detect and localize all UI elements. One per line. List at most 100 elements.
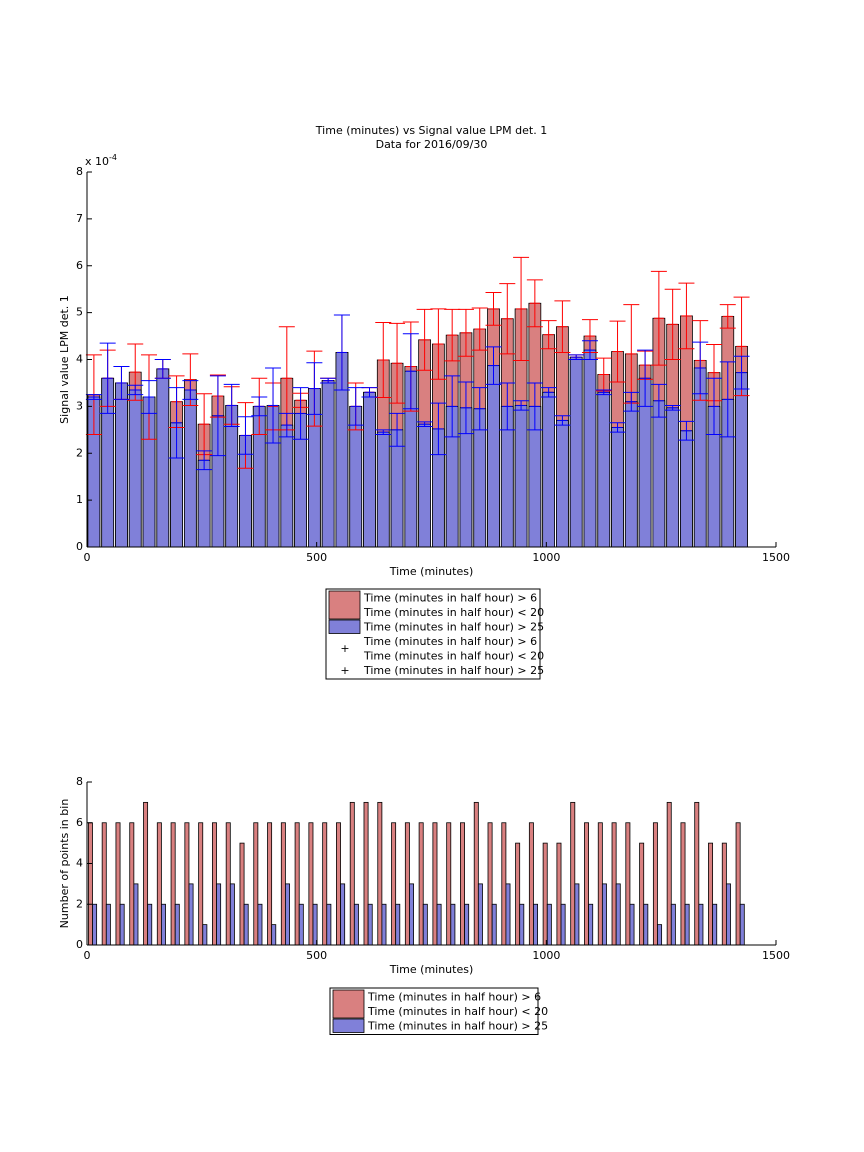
bar [611, 427, 624, 548]
bar [505, 883, 511, 946]
y-axis-label: Signal value LPM det. 1 [58, 295, 71, 424]
bar [170, 822, 176, 946]
bar [473, 801, 479, 946]
bar [666, 407, 680, 548]
bar [119, 903, 125, 946]
bar [739, 903, 745, 946]
bar [188, 883, 194, 946]
bar [280, 822, 286, 946]
y-multiplier: x 10-4 [85, 153, 117, 169]
bar [115, 382, 128, 548]
bar [211, 822, 217, 946]
bar [436, 903, 442, 946]
bar [519, 903, 525, 946]
bar [624, 401, 638, 548]
bar [376, 431, 390, 548]
bar [629, 903, 635, 946]
y-tick-label: 0 [76, 540, 83, 553]
bar [569, 356, 583, 548]
bar [528, 822, 534, 946]
y-tick-label: 1 [76, 493, 83, 506]
bar [147, 903, 153, 946]
x-axis-label: Time (minutes) [389, 963, 474, 976]
bar [404, 822, 410, 946]
legend-label: Time (minutes in half hour) > 25 [367, 1019, 548, 1032]
bar [363, 801, 369, 946]
bar [735, 822, 741, 946]
y-axis-label: Number of points in bin [58, 799, 71, 929]
bar [161, 903, 166, 946]
legend-label: Time (minutes in half hour) > 25 [363, 664, 544, 677]
bar [491, 903, 497, 946]
x-tick-label: 0 [84, 551, 91, 564]
bar [367, 903, 373, 946]
chart-title: Time (minutes) vs Signal value LPM det. … [315, 124, 547, 137]
legend-label: Time (minutes in half hour) < 20 [367, 1005, 548, 1018]
bar [92, 903, 98, 946]
y-multiplier-exponent: -4 [109, 153, 117, 162]
x-tick-label: 0 [84, 949, 91, 962]
y-tick-label: 8 [76, 775, 83, 788]
bar [197, 459, 211, 548]
bar [225, 822, 231, 946]
bar [533, 903, 539, 946]
y-tick-label: 3 [76, 399, 83, 412]
x-tick-label: 500 [306, 551, 327, 564]
bar [198, 822, 204, 946]
x-tick-label: 1500 [762, 949, 790, 962]
legend-swatch [328, 619, 361, 634]
bar [298, 903, 304, 946]
bar [409, 883, 414, 946]
bar [657, 924, 663, 946]
bar [725, 883, 731, 946]
bar [87, 822, 93, 946]
bar [684, 903, 690, 946]
bar [336, 822, 341, 946]
bar [477, 883, 483, 946]
legend-label: Time (minutes in half hour) > 6 [363, 591, 537, 604]
bar [450, 903, 456, 946]
legend-label: Time (minutes in half hour) > 25 [363, 620, 544, 633]
bar [105, 903, 111, 946]
bar [601, 883, 607, 946]
bar [422, 903, 428, 946]
bar [708, 842, 714, 946]
bar [390, 429, 404, 548]
bar [588, 903, 594, 946]
x-tick-label: 500 [306, 949, 327, 962]
bar [267, 822, 273, 946]
bar [156, 368, 170, 548]
bar [128, 389, 142, 548]
bar [391, 822, 397, 946]
bar [271, 924, 277, 946]
bar [156, 822, 162, 946]
y-tick-label: 5 [76, 306, 83, 319]
bar [143, 801, 149, 946]
bar [652, 400, 666, 548]
bar [322, 822, 328, 946]
bar [597, 822, 603, 946]
chart-subtitle: Data for 2016/09/30 [376, 138, 488, 151]
bar [721, 842, 727, 946]
bar [487, 365, 500, 548]
bar [574, 883, 580, 946]
bar [183, 389, 197, 548]
legend: Time (minutes in half hour) > 6 Time (min… [325, 588, 544, 680]
bar [698, 903, 704, 946]
legend-label: Time (minutes in half hour) < 20 [363, 606, 544, 619]
bar [501, 822, 507, 946]
y-tick-label: 2 [76, 446, 83, 459]
bar [133, 883, 139, 946]
bar [312, 903, 318, 946]
bar [680, 430, 693, 548]
bar [560, 903, 566, 946]
bar [643, 903, 649, 946]
bar [381, 903, 387, 946]
bar [349, 801, 355, 946]
bar [542, 391, 556, 548]
bar [353, 903, 359, 946]
bar [639, 842, 645, 946]
bar [680, 822, 686, 946]
